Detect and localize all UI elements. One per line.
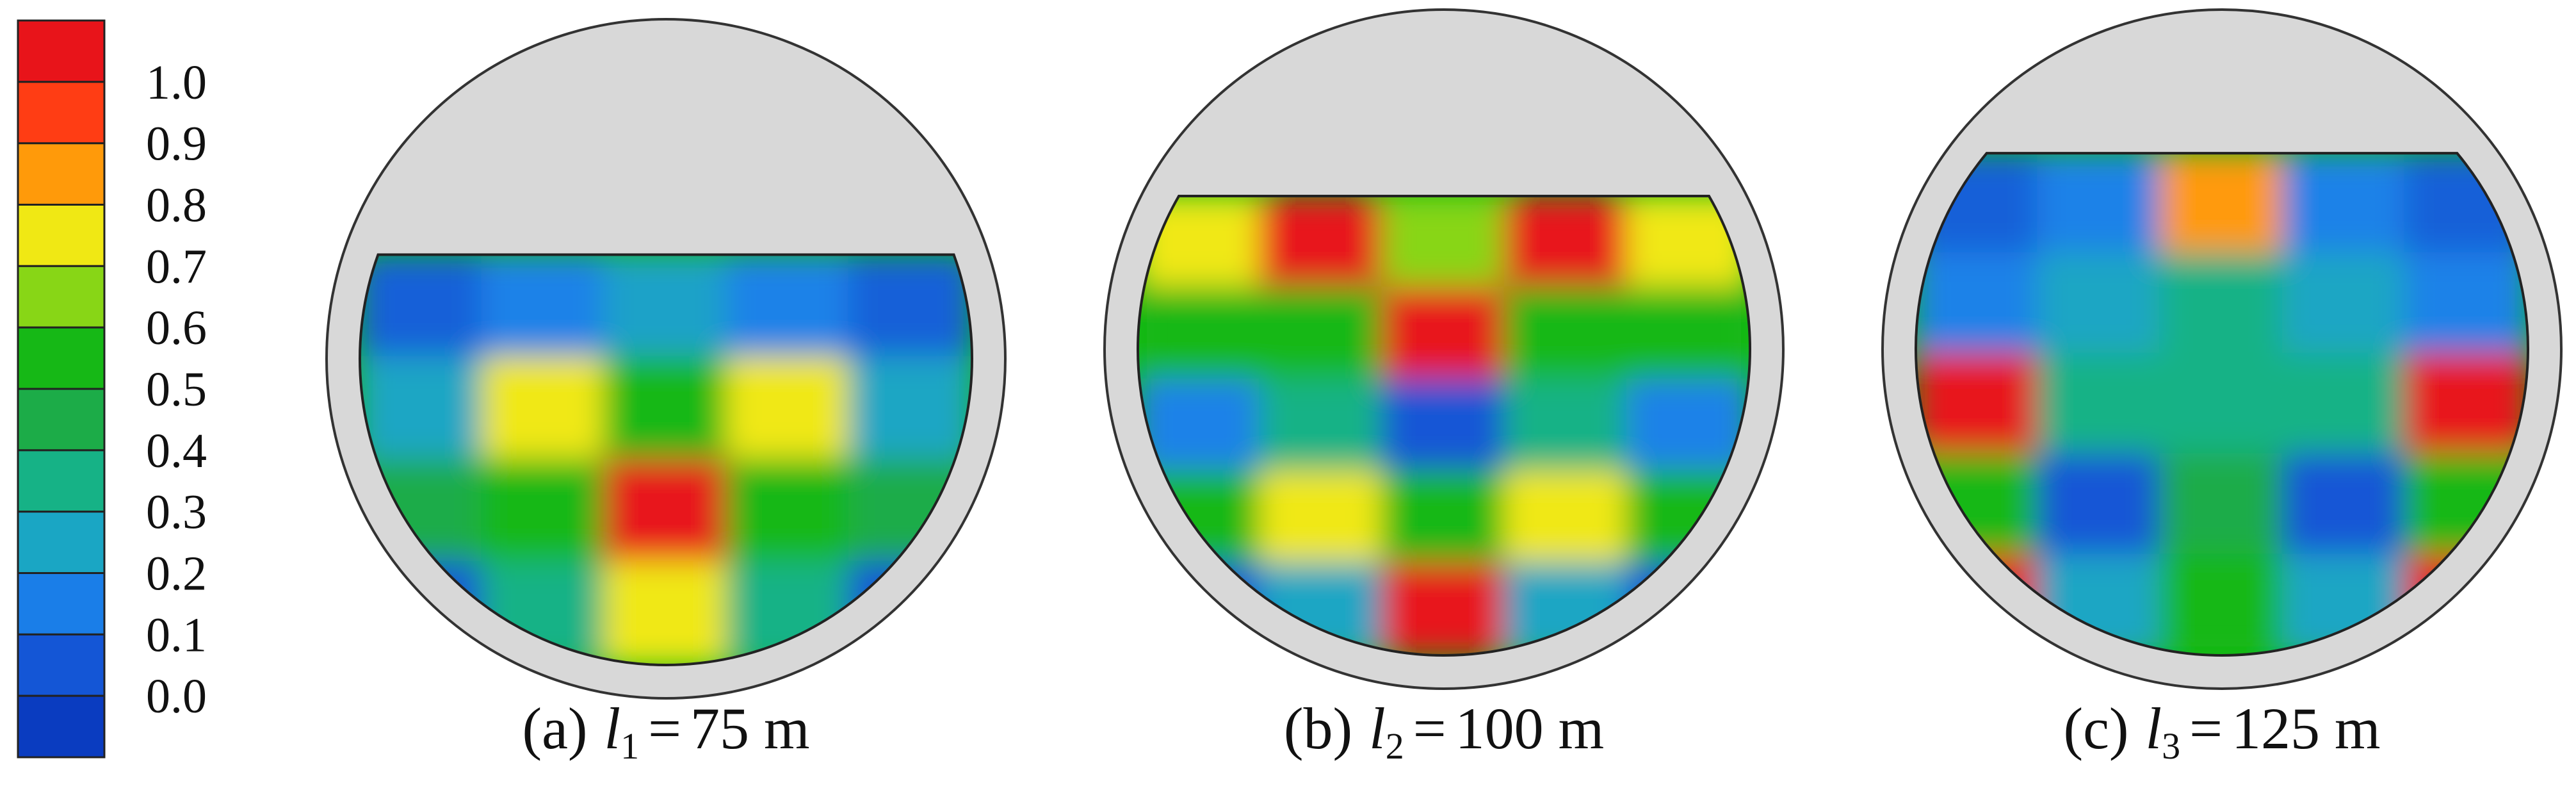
field-cell: [725, 254, 851, 359]
field-cell: [2037, 153, 2162, 255]
caption-value: 100 m: [1455, 696, 1605, 761]
field-cell: [1626, 286, 1750, 381]
field-cell: [1503, 196, 1629, 290]
field-cell: [1381, 196, 1507, 290]
caption-equals: =: [1413, 696, 1446, 761]
field-cell: [1381, 470, 1507, 565]
caption-symbol: l: [1369, 696, 1386, 761]
field-cell: [360, 254, 484, 359]
field-cell: [2159, 252, 2285, 356]
field-cell: [481, 458, 606, 564]
panel-caption: (a) l1 = 75 m: [522, 696, 809, 767]
field-cell: [481, 254, 606, 359]
field-cell: [1138, 286, 1262, 381]
colorbar-tick-label: 1.0: [146, 56, 207, 110]
field-cell: [1259, 286, 1384, 381]
field-cell: [2281, 252, 2407, 356]
field-cell: [1916, 352, 2040, 456]
field-cell: [2037, 352, 2162, 456]
field-cell: [2159, 453, 2285, 557]
caption-letter: (c): [2063, 696, 2128, 761]
field-cell: [2159, 352, 2285, 456]
caption-symbol: l: [604, 696, 621, 761]
field-cell: [1259, 378, 1384, 473]
colorbar-segment: [17, 326, 106, 390]
field-cell: [2281, 352, 2407, 456]
colorbar-tick-label: 0.0: [146, 669, 207, 723]
colorbar-tick-label: 0.4: [146, 424, 207, 478]
field-cell: [1503, 378, 1629, 473]
panel-caption: (b) l2 = 100 m: [1284, 696, 1604, 767]
colorbar-segment: [17, 19, 106, 83]
caption-letter: (b): [1284, 696, 1352, 761]
caption-subscript: 2: [1386, 725, 1404, 767]
colorbar-segment: [17, 694, 106, 759]
panel-caption: (c) l3 = 125 m: [2063, 696, 2380, 767]
colorbar-segment: [17, 511, 106, 575]
caption-letter: (a): [522, 696, 587, 761]
panel-3: (c) l3 = 125 m: [1881, 8, 2563, 767]
caption-equals: =: [2189, 696, 2223, 761]
colorbar-tick-label: 0.1: [146, 608, 207, 662]
colorbar-segment: [17, 449, 106, 513]
field-cell: [603, 458, 729, 564]
colorbar-tick-label: 0.6: [146, 301, 207, 355]
field-cell: [2159, 554, 2285, 655]
colorbar-tick-label: 0.5: [146, 363, 207, 416]
field-cell: [481, 356, 606, 461]
caption-value: 75 m: [690, 696, 810, 761]
colorbar-tick-label: 0.9: [146, 117, 207, 171]
field-cell: [360, 356, 484, 461]
field-cell: [725, 458, 851, 564]
field-cell: [2281, 153, 2407, 255]
colorbar-tick-label: 0.8: [146, 179, 207, 233]
field-cell: [2281, 453, 2407, 557]
pressure-field: [1916, 153, 2528, 655]
caption-equals: =: [648, 696, 681, 761]
field-cell: [848, 254, 972, 359]
field-cell: [2404, 252, 2528, 356]
caption-value: 125 m: [2232, 696, 2381, 761]
colorbar-segment: [17, 572, 106, 636]
field-cell: [1259, 470, 1384, 565]
field-cell: [603, 561, 729, 666]
field-cell: [2037, 453, 2162, 557]
colorbar-segment: [17, 633, 106, 697]
field-cell: [603, 254, 729, 359]
field-cell: [2404, 352, 2528, 456]
field-cell: [1381, 378, 1507, 473]
field-cell: [2159, 153, 2285, 255]
panel-1: (a) l1 = 75 m: [325, 18, 1007, 767]
field-cell: [848, 356, 972, 461]
field-cell: [2037, 252, 2162, 356]
colorbar-segment: [17, 142, 106, 206]
field-cell: [1503, 286, 1629, 381]
field-cell: [725, 356, 851, 461]
colorbar-tick-label: 0.7: [146, 240, 207, 293]
panel-2: (b) l2 = 100 m: [1103, 8, 1785, 767]
water-section-outline: [1137, 195, 1751, 657]
colorbar: 1.0 0.9 0.8 0.7 0.6 0.5 0.4 0.3 0.2 0.1 0.0: [17, 19, 207, 759]
colorbar-segment: [17, 265, 106, 329]
panels: (a) l1 = 75 m (b) l2 = 100 m (c) l3 = 125 m: [325, 8, 2563, 767]
colorbar-tick-label: 0.2: [146, 547, 207, 601]
colorbar-segment: [17, 81, 106, 145]
field-cell: [1503, 470, 1629, 565]
caption-subscript: 3: [2162, 725, 2180, 767]
water-section-outline: [1915, 152, 2529, 657]
field-cell: [1916, 252, 2040, 356]
field-cell: [1381, 286, 1507, 381]
field-cell: [1381, 562, 1507, 656]
colorbar-segment: [17, 388, 106, 452]
field-cell: [1259, 196, 1384, 290]
colorbar-tick-label: 0.3: [146, 486, 207, 539]
caption-subscript: 1: [620, 725, 639, 767]
water-section-outline: [359, 253, 973, 666]
field-cell: [603, 356, 729, 461]
caption-symbol: l: [2146, 696, 2162, 761]
colorbar-segment: [17, 204, 106, 267]
